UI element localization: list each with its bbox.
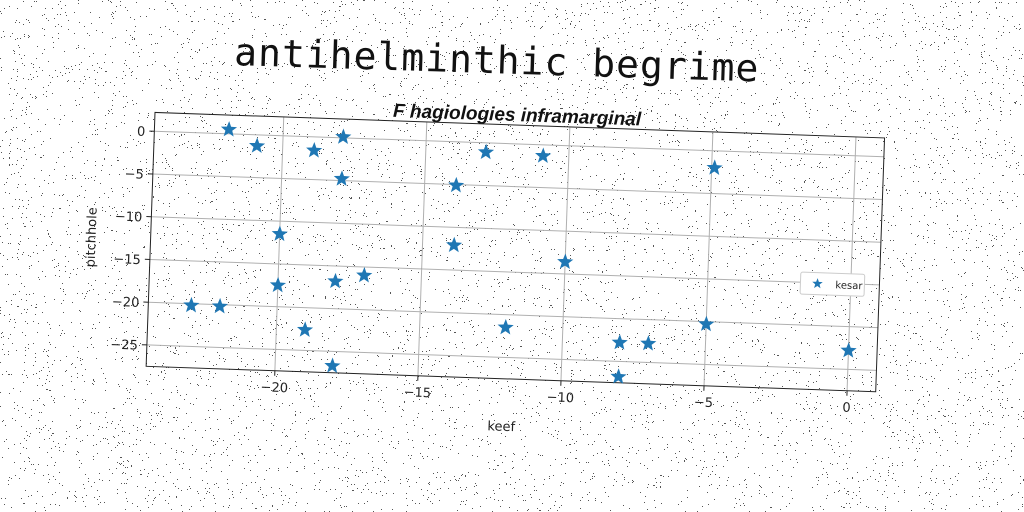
data-point — [497, 319, 514, 335]
x-axis: −20 −15 −10 −5 0 — [260, 370, 851, 416]
x-tick-label: 0 — [842, 401, 851, 416]
data-point — [296, 321, 314, 337]
y-tick-label: −20 — [112, 295, 140, 311]
y-gridline — [149, 258, 880, 286]
y-axis-label: pitchhole — [84, 207, 101, 268]
x-tick-label: −5 — [694, 395, 714, 411]
data-point — [611, 334, 628, 350]
x-gridline — [703, 131, 714, 386]
legend-marker — [812, 278, 823, 289]
y-tick-label: −25 — [110, 338, 138, 354]
legend-star-icon — [812, 278, 823, 289]
x-tick-label: −10 — [546, 390, 574, 406]
y-gridline — [148, 301, 878, 329]
data-point — [446, 236, 463, 253]
data-point — [183, 296, 200, 313]
y-gridline — [152, 173, 883, 200]
y-tick-label: −15 — [113, 252, 141, 268]
data-point — [706, 159, 723, 175]
data-point — [640, 335, 657, 351]
data-point — [220, 121, 238, 137]
y-gridline — [146, 344, 877, 371]
y-axis: 0 −5 −10 −15 −20 −25 — [110, 125, 155, 354]
x-tick-label: −15 — [403, 385, 431, 401]
data-point — [211, 297, 229, 314]
grid — [146, 116, 884, 391]
legend: kesar — [799, 271, 866, 297]
y-gridline — [154, 130, 884, 158]
plot-frame — [145, 111, 886, 393]
data-point — [333, 170, 350, 186]
data-points — [183, 121, 857, 384]
y-tick-label: 0 — [137, 125, 146, 140]
legend-box — [799, 271, 866, 297]
data-point — [448, 176, 465, 193]
x-gridline — [417, 121, 428, 376]
data-point — [698, 315, 715, 332]
data-point — [335, 128, 352, 145]
data-point — [306, 142, 323, 158]
data-point — [557, 253, 574, 270]
x-tick-label: −20 — [260, 380, 288, 396]
y-gridline — [151, 216, 881, 243]
data-point — [271, 225, 288, 242]
data-point — [840, 342, 857, 358]
data-point — [535, 147, 552, 163]
x-axis-label: keef — [487, 419, 516, 435]
data-point — [356, 267, 373, 283]
legend-label: kesar — [835, 280, 863, 292]
data-point — [269, 276, 287, 293]
data-point — [248, 137, 266, 154]
data-point — [324, 357, 341, 373]
data-point — [610, 368, 627, 384]
chart-title: F hagiologies inframarginal — [393, 101, 642, 131]
y-tick-label: −10 — [115, 209, 143, 225]
y-tick-label: −5 — [124, 167, 144, 183]
x-gridline — [274, 116, 285, 371]
data-point — [477, 143, 495, 160]
data-point — [327, 272, 344, 289]
